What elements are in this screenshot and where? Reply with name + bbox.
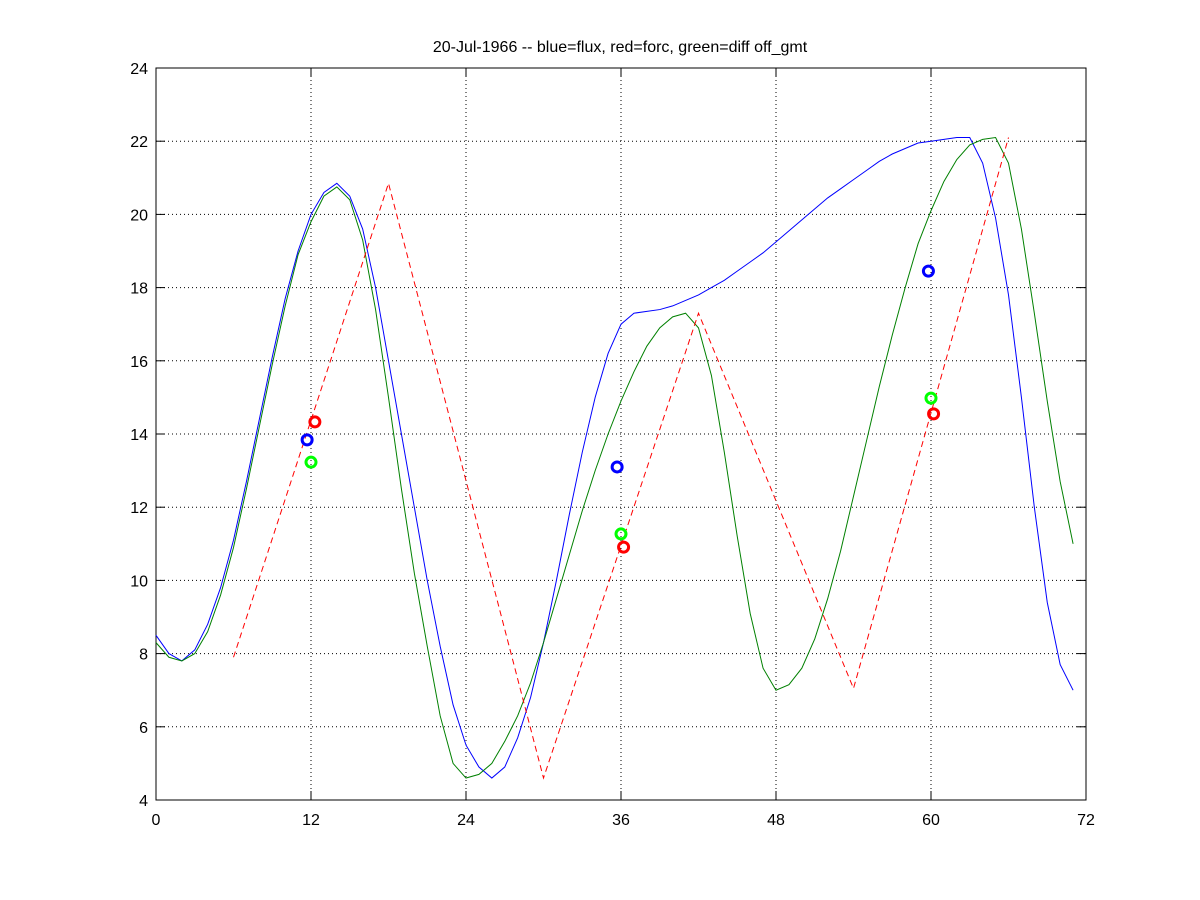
- x-tick-label: 36: [612, 812, 630, 829]
- x-tick-label: 0: [152, 812, 161, 829]
- marker: [610, 460, 624, 474]
- marker: [614, 527, 628, 541]
- series-line: [233, 137, 1009, 780]
- series-line: [155, 137, 1074, 779]
- axes-box: [155, 67, 1087, 801]
- y-tick-label: 24: [130, 61, 148, 78]
- y-tick-label: 22: [130, 134, 148, 151]
- x-tick-label: 72: [1077, 812, 1095, 829]
- y-tick-label: 18: [130, 281, 148, 298]
- chart-title: 20-Jul-1966 -- blue=flux, red=forc, gree…: [433, 39, 808, 56]
- x-tick-label: 48: [767, 812, 785, 829]
- marker: [921, 264, 935, 278]
- y-tick-label: 8: [139, 647, 148, 664]
- y-tick-label: 12: [130, 500, 148, 517]
- marker: [308, 415, 322, 429]
- marker: [927, 407, 941, 421]
- y-tick-label: 16: [130, 354, 148, 371]
- x-tick-label: 24: [457, 812, 475, 829]
- series-line: [155, 136, 1074, 779]
- marker: [304, 455, 318, 469]
- marker: [300, 433, 314, 447]
- y-tick-label: 20: [130, 207, 148, 224]
- y-tick-label: 10: [130, 573, 148, 590]
- marker: [617, 540, 631, 554]
- x-tick-label: 60: [922, 812, 940, 829]
- marker: [924, 391, 938, 405]
- x-tick-label: 12: [302, 812, 320, 829]
- y-tick-label: 6: [139, 720, 148, 737]
- y-tick-label: 4: [139, 793, 148, 810]
- y-tick-label: 14: [130, 427, 148, 444]
